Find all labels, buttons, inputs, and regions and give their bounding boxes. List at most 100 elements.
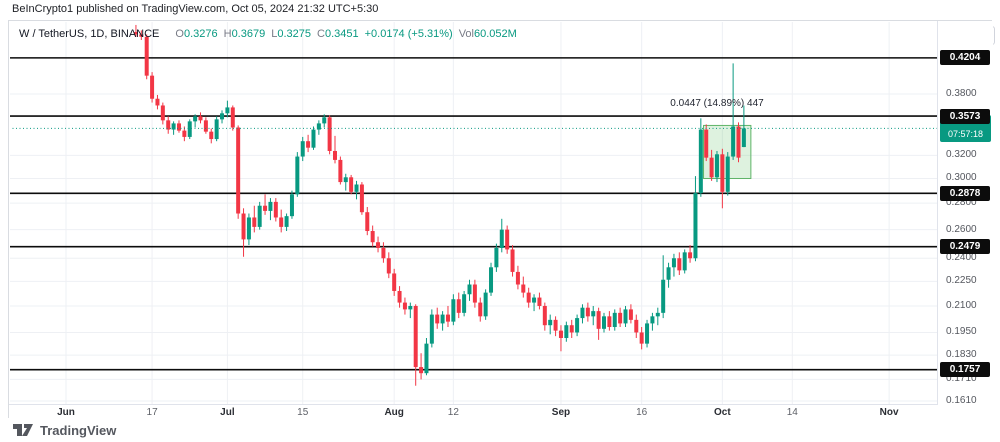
candle[interactable] [526, 287, 531, 308]
candle[interactable] [537, 292, 542, 310]
candle[interactable] [591, 305, 596, 326]
candle[interactable] [144, 34, 149, 80]
candle[interactable] [596, 307, 601, 340]
candle[interactable] [252, 205, 257, 233]
candle[interactable] [435, 307, 440, 329]
candle[interactable] [472, 279, 477, 308]
candle[interactable] [650, 312, 655, 331]
candle[interactable] [725, 152, 730, 196]
candle[interactable] [392, 268, 397, 296]
candle[interactable] [327, 115, 332, 155]
candle[interactable] [494, 243, 499, 272]
candle[interactable] [628, 304, 633, 324]
candle[interactable] [166, 116, 171, 134]
candle[interactable] [322, 114, 327, 128]
candle[interactable] [176, 120, 181, 133]
candle[interactable] [580, 304, 585, 324]
candle[interactable] [268, 198, 273, 221]
candle[interactable] [209, 128, 214, 144]
candle[interactable] [289, 190, 294, 219]
candle[interactable] [532, 294, 537, 312]
candle[interactable] [376, 236, 381, 253]
candle[interactable] [489, 262, 494, 296]
symbol-title[interactable]: W / TetherUS, 1D, BINANCE [19, 28, 160, 40]
candle[interactable] [133, 24, 138, 37]
candle[interactable] [698, 118, 703, 197]
candle[interactable] [225, 100, 230, 118]
candle[interactable] [731, 63, 736, 160]
candle[interactable] [408, 302, 413, 319]
candle[interactable] [585, 302, 590, 322]
candle[interactable] [618, 307, 623, 328]
candle[interactable] [311, 126, 316, 150]
candle[interactable] [709, 149, 714, 181]
candle[interactable] [521, 276, 526, 298]
candle[interactable] [150, 72, 155, 103]
candle[interactable] [467, 279, 472, 301]
candle[interactable] [246, 213, 251, 246]
candle[interactable] [548, 314, 553, 335]
candle[interactable] [333, 135, 337, 164]
candle[interactable] [402, 297, 407, 315]
candle[interactable] [263, 194, 268, 215]
candle[interactable] [284, 213, 289, 232]
candle[interactable] [499, 218, 504, 253]
candle[interactable] [273, 198, 278, 222]
candle[interactable] [419, 353, 424, 380]
candle[interactable] [639, 327, 644, 350]
candle[interactable] [257, 201, 262, 230]
candle[interactable] [720, 148, 725, 209]
candle[interactable] [575, 314, 580, 337]
candle[interactable] [300, 136, 305, 162]
candle[interactable] [553, 316, 558, 337]
candle[interactable] [397, 286, 402, 308]
candle[interactable] [413, 304, 418, 386]
candle[interactable] [214, 116, 219, 142]
candle[interactable] [510, 245, 515, 277]
tradingview-logo-icon[interactable] [12, 423, 34, 438]
candle[interactable] [661, 255, 666, 319]
candle[interactable] [230, 105, 235, 131]
candle[interactable] [198, 112, 203, 124]
candle[interactable] [505, 225, 510, 254]
candle[interactable] [193, 114, 198, 128]
candle[interactable] [693, 176, 698, 262]
candle[interactable] [645, 319, 650, 348]
candle[interactable] [666, 262, 671, 288]
candle[interactable] [306, 134, 311, 153]
candle[interactable] [236, 125, 241, 219]
candle[interactable] [671, 253, 676, 277]
candle[interactable] [634, 314, 639, 339]
candle[interactable] [564, 321, 569, 342]
candle[interactable] [558, 325, 563, 352]
candle[interactable] [623, 305, 628, 328]
candle[interactable] [736, 122, 741, 163]
time-axis[interactable]: Jun 17 Jul 15 Aug 12 Sep 16 Oct 14 Nov [9, 404, 938, 420]
candle[interactable] [445, 305, 450, 328]
candle[interactable] [655, 307, 660, 326]
candle[interactable] [483, 289, 488, 320]
candle[interactable] [569, 319, 574, 339]
candle[interactable] [515, 265, 520, 290]
candle[interactable] [741, 105, 746, 148]
candle[interactable] [440, 311, 445, 331]
candle[interactable] [451, 294, 456, 326]
candle[interactable] [354, 180, 359, 200]
candle[interactable] [187, 119, 192, 140]
candle[interactable] [386, 252, 391, 279]
candle[interactable] [370, 225, 375, 247]
candle[interactable] [677, 252, 682, 276]
candle[interactable] [220, 110, 225, 124]
candle[interactable] [714, 150, 719, 183]
candle[interactable] [295, 152, 300, 197]
candle[interactable] [365, 207, 370, 236]
candle[interactable] [429, 309, 434, 348]
candle[interactable] [424, 338, 429, 376]
candle[interactable] [381, 242, 386, 263]
candle[interactable] [343, 173, 348, 191]
candle[interactable] [704, 124, 709, 162]
candle[interactable] [279, 209, 284, 233]
candle[interactable] [155, 94, 160, 110]
candle[interactable] [612, 309, 617, 331]
candle[interactable] [478, 297, 483, 322]
